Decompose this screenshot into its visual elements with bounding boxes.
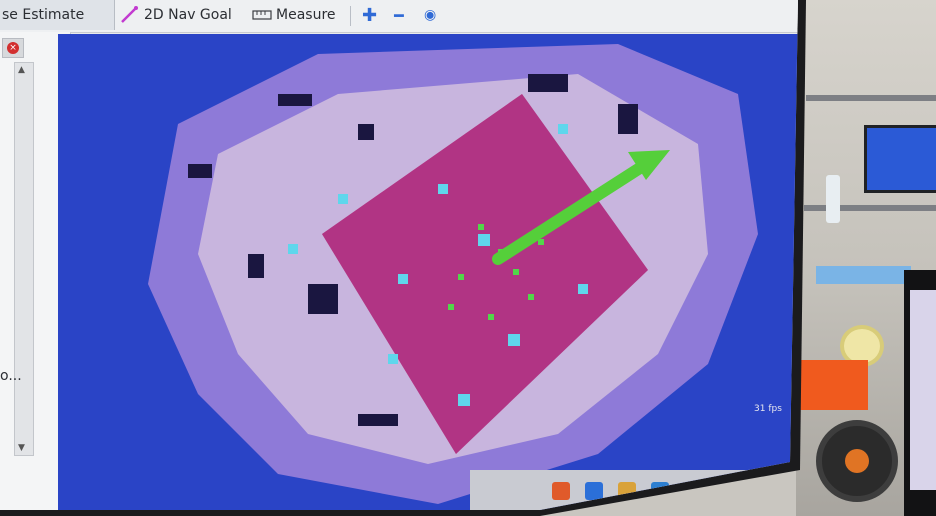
obstacles — [188, 74, 638, 426]
lab-background — [796, 0, 936, 516]
toolbar: se Estimate 2D Nav Goal Measure — [0, 0, 798, 33]
office-icon[interactable] — [552, 482, 570, 500]
map-view[interactable] — [58, 34, 798, 510]
blue-tray — [816, 266, 911, 284]
view-eye-icon[interactable]: ◉ — [424, 7, 437, 23]
goal-arrow — [492, 150, 670, 265]
add-tool-icon[interactable]: ✚ — [362, 4, 378, 26]
taskbar — [470, 470, 790, 510]
measure-tool[interactable]: Measure — [252, 0, 342, 30]
app-icon[interactable] — [585, 482, 603, 500]
costmap-inflation — [322, 94, 648, 454]
shelf-middle — [804, 205, 936, 211]
scroll-up-icon[interactable]: ▲ — [18, 65, 25, 75]
vscode-icon[interactable] — [651, 482, 669, 500]
scroll-down-icon[interactable]: ▼ — [18, 443, 25, 453]
toolbar-separator — [350, 6, 351, 26]
folder-icon[interactable] — [618, 482, 636, 500]
ruler-icon — [252, 10, 272, 20]
close-icon: × — [7, 42, 19, 54]
measure-label: Measure — [276, 7, 336, 23]
fps-readout: 31 fps — [754, 404, 782, 414]
nav-goal-label: 2D Nav Goal — [144, 7, 232, 23]
shelf-top — [806, 95, 936, 101]
nav-goal-tool[interactable]: 2D Nav Goal — [120, 0, 242, 30]
monitor-bezel: se Estimate 2D Nav Goal Measure — [0, 0, 806, 516]
sidebar-truncated-item[interactable]: o... — [0, 368, 22, 384]
nav-goal-icon — [121, 6, 138, 23]
panel-scrollbar[interactable]: ▲ ▼ — [14, 62, 34, 456]
local-costmap — [322, 94, 648, 454]
orange-box — [798, 360, 868, 410]
remove-tool-icon[interactable]: ━ — [394, 5, 404, 25]
laser-points — [288, 124, 588, 406]
pose-estimate-tool[interactable]: se Estimate — [0, 0, 115, 30]
pose-estimate-label: se Estimate — [2, 7, 85, 23]
close-panel-button[interactable]: × — [2, 38, 24, 58]
small-monitor — [864, 125, 936, 193]
rviz-window: se Estimate 2D Nav Goal Measure — [0, 0, 798, 510]
monitor-edge — [904, 270, 936, 516]
spray-bottle — [826, 175, 840, 223]
robot-wheel — [816, 420, 898, 502]
